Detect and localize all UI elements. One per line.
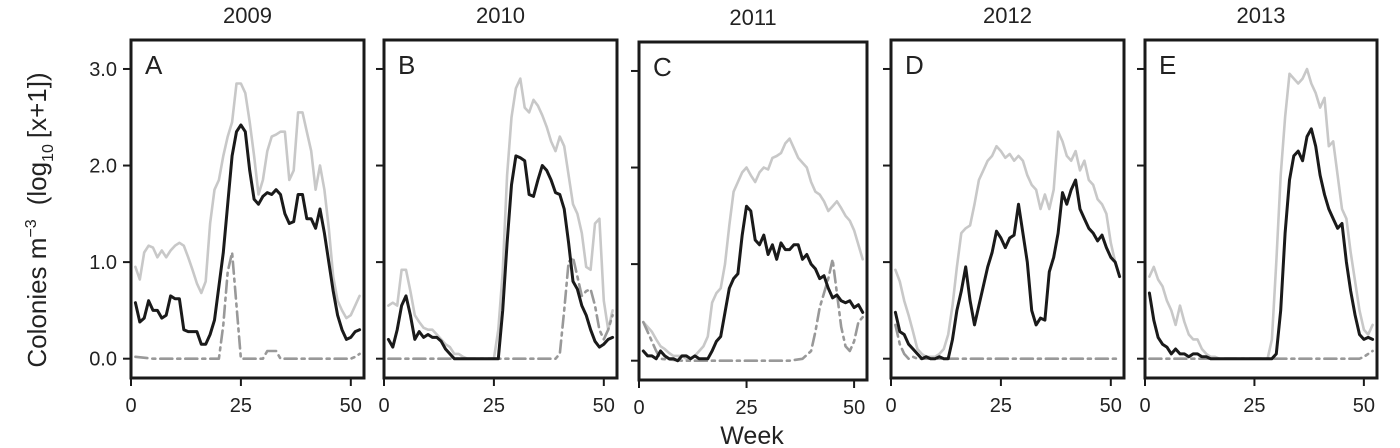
series-dashdot-line <box>894 323 1121 361</box>
y-tick-label: 0.0 <box>89 349 117 371</box>
panel-letter: A <box>145 50 163 80</box>
x-tick-label: 25 <box>483 395 505 417</box>
series-dark-line <box>1147 127 1375 361</box>
panels: 2009 A 0.0 1.0 2.0 3.0 0 25 50 2010 B 0 25 50 2011 C 0 25… <box>89 3 1379 419</box>
series-dashdot-line <box>387 255 614 361</box>
series-dark-line <box>386 154 615 361</box>
x-tick-label: 0 <box>885 395 896 417</box>
series-dashdot-line <box>134 251 361 361</box>
panel-d: 2012 D 0 25 50 <box>883 3 1126 417</box>
x-tick-label: 25 <box>990 395 1012 417</box>
series-light-line <box>134 82 361 320</box>
x-tick-label: 25 <box>1243 395 1265 417</box>
x-tick-label: 0 <box>1139 395 1150 417</box>
panel-frame <box>1143 38 1379 380</box>
panel-title: 2010 <box>476 3 525 28</box>
y-tick-label: 1.0 <box>89 252 117 274</box>
x-tick-label: 50 <box>843 397 865 419</box>
series-dark-line <box>893 178 1122 361</box>
x-tick-label: 0 <box>633 397 644 419</box>
x-tick-label: 50 <box>593 395 615 417</box>
panel-title: 2012 <box>983 3 1032 28</box>
panel-title: 2009 <box>223 3 272 28</box>
series-light-line <box>1148 67 1374 361</box>
panel-letter: E <box>1159 50 1176 80</box>
panel-frame <box>637 40 869 382</box>
x-tick-label: 25 <box>230 395 252 417</box>
panel-frame <box>889 38 1126 380</box>
panel-c: 2011 C 0 25 50 <box>631 5 869 419</box>
panel-e: 2013 E 0 25 50 <box>1137 3 1379 417</box>
x-tick-label: 50 <box>1100 395 1122 417</box>
series-dark-line <box>641 204 865 363</box>
x-axis-label: Week <box>720 422 784 448</box>
panel-a: 2009 A 0.0 1.0 2.0 3.0 0 25 50 <box>89 3 366 417</box>
series-dark-line <box>133 123 362 346</box>
panel-frame <box>382 38 619 380</box>
panel-title: 2013 <box>1237 3 1286 28</box>
panel-letter: B <box>398 50 415 80</box>
panel-letter: D <box>905 50 924 80</box>
x-tick-label: 0 <box>125 395 136 417</box>
y-tick-label: 2.0 <box>89 156 117 178</box>
x-tick-label: 50 <box>340 395 362 417</box>
series-light-line <box>387 77 614 361</box>
panel-letter: C <box>653 52 672 82</box>
panel-title: 2011 <box>729 5 776 30</box>
x-tick-label: 25 <box>735 397 757 419</box>
x-tick-label: 50 <box>1353 395 1375 417</box>
y-axis-label: Colonies m−3(log10[x+1]) <box>22 72 57 367</box>
panel-b: 2010 B 0 25 50 <box>376 3 619 417</box>
y-tick-label: 3.0 <box>89 59 117 81</box>
series-dashdot-line <box>641 257 865 363</box>
x-tick-label: 0 <box>378 395 389 417</box>
series-light-line <box>641 137 865 361</box>
series-light-line <box>894 130 1121 359</box>
panel-frame <box>129 38 366 380</box>
